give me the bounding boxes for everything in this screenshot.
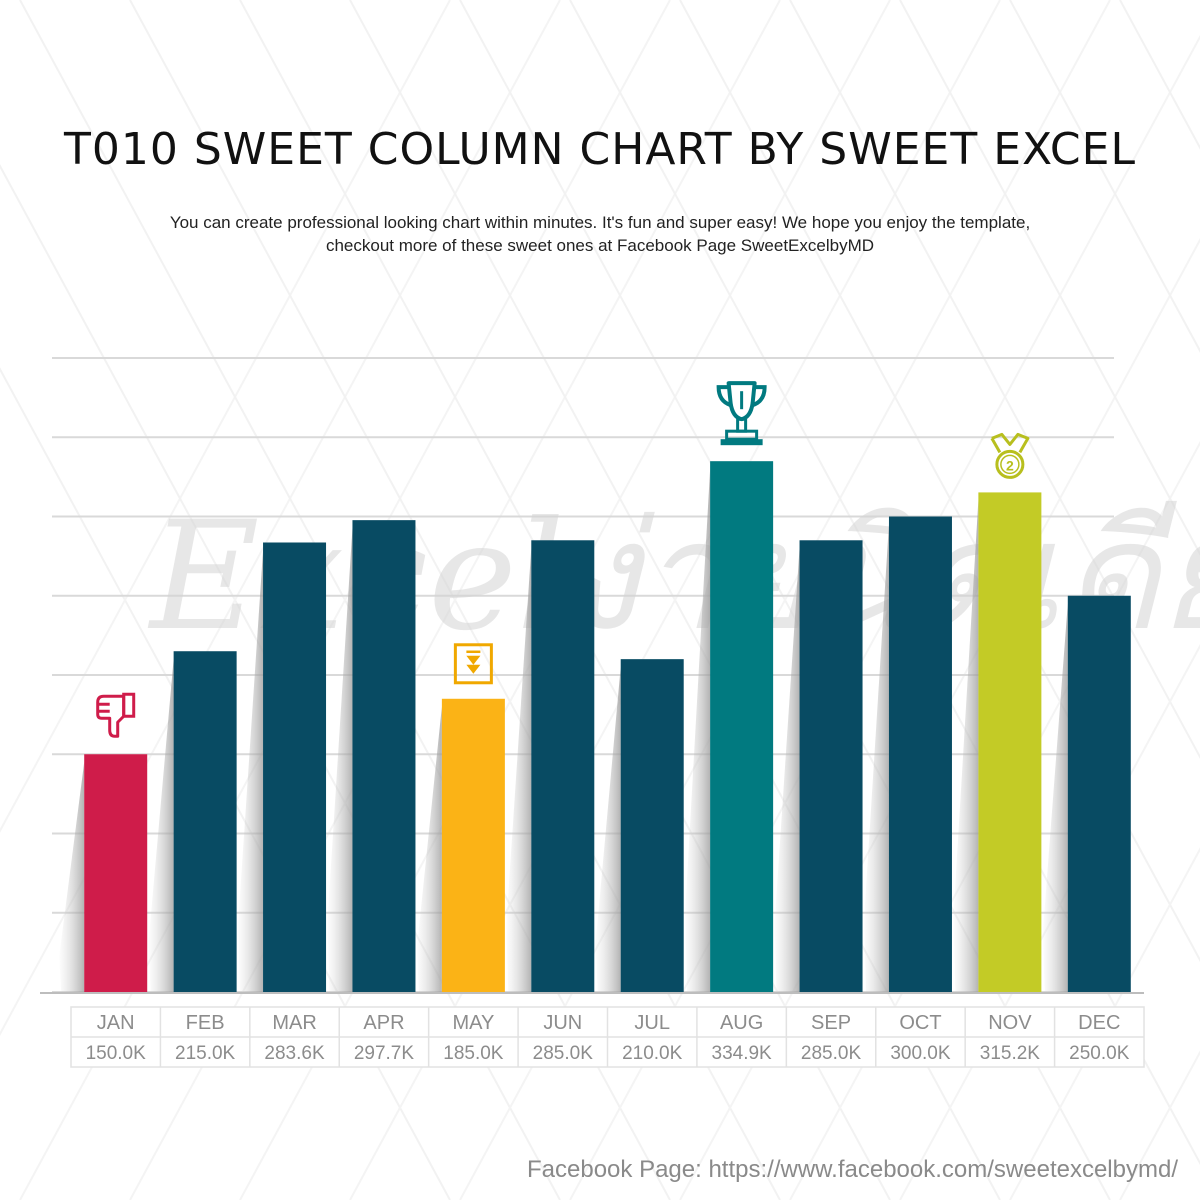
subtitle-line-1: You can create professional looking char… — [169, 213, 1031, 232]
background-ray — [1009, 0, 1200, 353]
category-label: JUL — [634, 1012, 670, 1034]
bar-shadow — [863, 524, 889, 992]
value-label: 185.0K — [443, 1043, 504, 1064]
background-ray — [129, 0, 781, 1200]
second-place-medal-icon: 2 — [990, 432, 1030, 479]
bar-shadow — [238, 550, 264, 992]
chart-title: T010 SWEET COLUMN CHART BY SWEET EXCEL — [64, 124, 1136, 175]
category-label: FEB — [186, 1012, 225, 1034]
subtitle-line-2: checkout more of these sweet ones at Fac… — [325, 236, 875, 255]
value-label: 315.2K — [980, 1043, 1041, 1064]
bar-jun[interactable] — [531, 540, 595, 992]
value-label: 300.0K — [890, 1043, 951, 1064]
bar-shadow — [1042, 603, 1068, 992]
category-label: AUG — [720, 1012, 763, 1034]
bar-shadow — [506, 548, 532, 992]
value-label: 150.0K — [86, 1043, 147, 1064]
bar-dec[interactable] — [1067, 595, 1131, 992]
thumbs-down-icon — [96, 692, 136, 738]
medal-number: 2 — [1006, 457, 1014, 473]
bar-nov[interactable] — [978, 492, 1042, 992]
down-arrow-box-icon — [453, 643, 493, 685]
category-label: SEP — [811, 1012, 851, 1034]
category-label: DEC — [1078, 1012, 1120, 1034]
value-label: 285.0K — [533, 1043, 594, 1064]
category-label: NOV — [988, 1012, 1032, 1034]
value-label: 334.9K — [712, 1043, 773, 1064]
background-ray — [19, 0, 671, 1200]
category-label: APR — [363, 1012, 404, 1034]
category-label: JAN — [97, 1012, 135, 1034]
bar-oct[interactable] — [888, 516, 952, 993]
background-ray — [349, 0, 1001, 1200]
bar-apr[interactable] — [352, 520, 416, 992]
footer-link[interactable]: Facebook Page: https://www.facebook.com/… — [527, 1156, 1178, 1183]
bar-shadow — [327, 528, 353, 992]
bar-shadow — [59, 762, 85, 992]
category-label: OCT — [899, 1012, 941, 1034]
trophy-icon — [716, 381, 767, 446]
category-label: JUN — [543, 1012, 582, 1034]
bar-shadow — [595, 667, 621, 992]
bar-mar[interactable] — [263, 542, 327, 992]
background-ray — [459, 0, 1111, 1200]
bar-shadow — [953, 500, 979, 992]
chart-subtitle: You can create professional looking char… — [60, 211, 1140, 257]
bar-shadow — [416, 706, 442, 992]
background-ray — [899, 0, 1200, 556]
value-label: 210.0K — [622, 1043, 683, 1064]
value-label: 250.0K — [1069, 1043, 1130, 1064]
bar-shadow — [774, 548, 800, 992]
bar-shadow — [685, 469, 711, 993]
bar-jan[interactable] — [84, 754, 148, 992]
bar-sep[interactable] — [799, 540, 863, 992]
background-ray — [0, 0, 451, 833]
value-label: 297.7K — [354, 1043, 415, 1064]
bar-feb[interactable] — [173, 651, 237, 992]
value-label: 285.0K — [801, 1043, 862, 1064]
bar-jul[interactable] — [620, 659, 684, 992]
bar-aug[interactable] — [710, 461, 774, 993]
category-label: MAR — [272, 1012, 316, 1034]
background-ray — [1009, 847, 1200, 1200]
background-ray — [899, 644, 1200, 1200]
background-ray — [0, 0, 561, 1036]
value-label: 215.0K — [175, 1043, 236, 1064]
bar-may[interactable] — [441, 698, 505, 992]
category-label: MAY — [452, 1012, 494, 1034]
bar-shadow — [148, 659, 174, 992]
value-label: 283.6K — [264, 1043, 325, 1064]
